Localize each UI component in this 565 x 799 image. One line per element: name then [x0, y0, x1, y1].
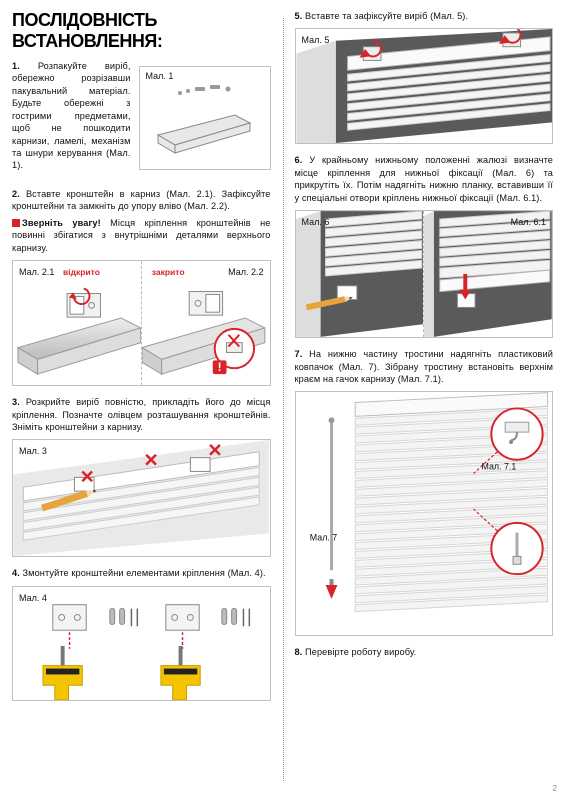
step-7: 7. На нижню частину тростини надягніть п… — [295, 348, 554, 636]
figure-2.1-label: Мал. 2.1 — [19, 267, 54, 277]
figure-2: Мал. 2.1 відкрито — [12, 260, 271, 386]
step-3: 3. Розкрийте виріб повністю, прикладіть … — [12, 396, 271, 557]
figure-2.2-label: Мал. 2.2 — [228, 267, 263, 277]
page-title: ПОСЛІДОВНІСТЬ ВСТАНОВЛЕННЯ: — [12, 10, 271, 52]
step-6-text: 6. У крайньому нижньому положенні жалюзі… — [295, 154, 554, 204]
bracket-closed-icon: ! — [142, 261, 270, 385]
figure-2-left: Мал. 2.1 відкрито — [13, 261, 141, 385]
step-3-text: 3. Розкрийте виріб повністю, прикладіть … — [12, 396, 271, 433]
svg-text:Мал. 7: Мал. 7 — [309, 533, 336, 543]
step-2-warning: Зверніть увагу! Місця кріплення кронштей… — [12, 217, 271, 254]
step-2-text: 2. Вставте кронштейн в карниз (Мал. 2.1)… — [12, 188, 271, 213]
right-column: 5. Вставте та зафіксуйте виріб (Мал. 5).… — [283, 0, 565, 799]
figure-4: Мал. 4 — [12, 586, 271, 701]
bottom-fix-mark-icon — [296, 211, 424, 337]
wand-install-icon: Мал. 7 Мал. 7.1 — [296, 392, 553, 635]
open-label: відкрито — [63, 267, 100, 277]
figure-3-label: Мал. 3 — [19, 446, 47, 456]
mark-position-icon — [13, 440, 270, 556]
step-2: 2. Вставте кронштейн в карниз (Мал. 2.1)… — [12, 188, 271, 386]
figure-6: Мал. 6 — [295, 210, 554, 338]
drill-mount-icon — [13, 587, 270, 700]
figure-6.1-label: Мал. 6.1 — [511, 217, 546, 227]
bottom-fix-attach-icon — [424, 211, 552, 337]
svg-text:Мал. 7.1: Мал. 7.1 — [481, 462, 516, 472]
closed-label: закрито — [152, 267, 185, 277]
bracket-open-icon — [13, 261, 141, 385]
figure-6-right: Мал. 6.1 — [423, 211, 552, 337]
figure-5: Мал. 5 — [295, 28, 554, 144]
warning-icon — [12, 219, 20, 227]
unpack-icon — [140, 73, 270, 163]
step-1-text: 1. Розпакуйте виріб, обережно розрізавши… — [12, 60, 131, 180]
figure-4-label: Мал. 4 — [19, 593, 47, 603]
step-4-text: 4. Змонтуйте кронштейни елементами кріпл… — [12, 567, 271, 579]
step-1: 1. Розпакуйте виріб, обережно розрізавши… — [12, 60, 271, 180]
step-5-text: 5. Вставте та зафіксуйте виріб (Мал. 5). — [295, 10, 554, 22]
figure-6-left: Мал. 6 — [296, 211, 424, 337]
step-4: 4. Змонтуйте кронштейни елементами кріпл… — [12, 567, 271, 700]
figure-1-label: Мал. 1 — [146, 71, 174, 81]
figure-1: Мал. 1 — [139, 66, 271, 170]
step-8: 8. Перевірте роботу виробу. — [295, 646, 554, 658]
figure-6-label: Мал. 6 — [302, 217, 330, 227]
left-column: ПОСЛІДОВНІСТЬ ВСТАНОВЛЕННЯ: 1. Розпакуйт… — [0, 0, 283, 799]
figure-2-right: закрито Мал. 2.2 — [141, 261, 270, 385]
svg-text:!: ! — [217, 361, 221, 374]
page-number: 2 — [553, 784, 557, 793]
step-7-text: 7. На нижню частину тростини надягніть п… — [295, 348, 554, 385]
figure-3: Мал. 3 — [12, 439, 271, 557]
step-8-text: 8. Перевірте роботу виробу. — [295, 646, 554, 658]
step-6: 6. У крайньому нижньому положенні жалюзі… — [295, 154, 554, 338]
figure-5-label: Мал. 5 — [302, 35, 330, 45]
step-5: 5. Вставте та зафіксуйте виріб (Мал. 5).… — [295, 10, 554, 144]
figure-7: Мал. 7 Мал. 7.1 Мал. 7 — [295, 391, 554, 636]
attach-blind-icon — [296, 29, 553, 143]
